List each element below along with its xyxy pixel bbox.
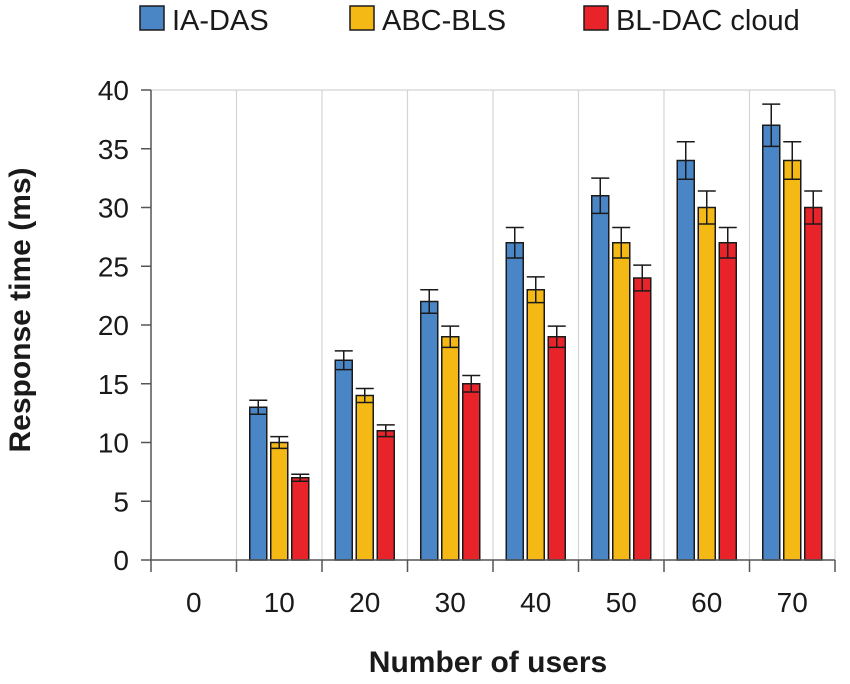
error-bar-ia-das-40	[505, 226, 524, 259]
error-bar-abc-bls-30	[441, 325, 460, 349]
legend-label-ia-das: IA-DAS	[172, 5, 269, 37]
y-tick-label-10: 10	[98, 428, 129, 459]
legend-swatch-abc-bls	[349, 5, 375, 31]
y-tick-labels: 0 5 10 15 20 25 30 35 40	[98, 75, 129, 576]
bar-ia-das-70	[762, 124, 781, 561]
y-tick-label-20: 20	[98, 310, 129, 341]
y-axis-title: Response time (ms)	[4, 167, 37, 452]
x-tick-label-20: 20	[349, 587, 380, 618]
error-bar-ia-das-30	[420, 289, 439, 314]
error-bar-abc-bls-60	[697, 190, 716, 225]
y-tick-label-35: 35	[98, 134, 129, 165]
x-tick-label-50: 50	[606, 587, 637, 618]
error-bar-bl-dac-cloud-20	[376, 424, 395, 438]
error-bar-bl-dac-cloud-70	[804, 190, 823, 225]
error-bar-bl-dac-cloud-50	[633, 264, 652, 292]
bar-abc-bls-20	[355, 394, 374, 561]
error-bar-ia-das-60	[676, 140, 695, 181]
error-bar-abc-bls-50	[612, 226, 631, 259]
y-tick-label-25: 25	[98, 251, 129, 282]
y-tick-label-40: 40	[98, 75, 129, 106]
error-bar-ia-das-20	[334, 350, 353, 371]
bar-bl-dac-cloud-10	[291, 477, 310, 561]
x-tick-label-40: 40	[520, 587, 551, 618]
bar-ia-das-20	[334, 359, 353, 561]
bar-ia-das-30	[420, 300, 439, 561]
error-bar-abc-bls-10	[270, 435, 289, 450]
bar-abc-bls-40	[526, 289, 545, 561]
x-tick-label-30: 30	[435, 587, 466, 618]
y-tick-label-5: 5	[113, 486, 129, 517]
bar-ia-das-50	[591, 195, 610, 561]
x-axis-title: Number of users	[369, 646, 607, 679]
bar-ia-das-10	[249, 406, 268, 561]
error-bar-bl-dac-cloud-10	[291, 473, 310, 483]
gridlines	[151, 89, 836, 560]
bar-bl-dac-cloud-50	[633, 277, 652, 561]
bar-bl-dac-cloud-20	[376, 430, 395, 561]
legend-swatch-ia-das	[139, 5, 165, 31]
bars	[249, 103, 823, 561]
x-tick-label-10: 10	[264, 587, 295, 618]
error-bar-abc-bls-20	[355, 387, 374, 404]
error-bar-abc-bls-40	[526, 276, 545, 304]
bar-bl-dac-cloud-30	[462, 383, 481, 561]
axes	[141, 89, 836, 572]
bar-abc-bls-10	[270, 441, 289, 561]
error-bar-abc-bls-70	[783, 140, 802, 181]
x-tick-label-60: 60	[691, 587, 722, 618]
error-bar-ia-das-10	[249, 399, 268, 416]
error-bar-bl-dac-cloud-40	[547, 325, 566, 349]
x-tick-label-70: 70	[777, 587, 808, 618]
bar-abc-bls-50	[612, 242, 631, 561]
bar-bl-dac-cloud-60	[718, 242, 737, 561]
legend-label-abc-bls: ABC-BLS	[382, 5, 506, 37]
x-tick-label-0: 0	[186, 587, 202, 618]
legend-label-bl-dac-cloud: BL-DAC cloud	[616, 5, 800, 37]
bar-abc-bls-60	[697, 206, 716, 561]
bar-abc-bls-70	[783, 159, 802, 561]
y-tick-label-30: 30	[98, 193, 129, 224]
bar-bl-dac-cloud-70	[804, 206, 823, 561]
y-tick-label-15: 15	[98, 369, 129, 400]
x-tick-labels: 0 10 20 30 40 50 60 70	[186, 587, 808, 618]
y-tick-label-0: 0	[113, 545, 129, 576]
bar-abc-bls-30	[441, 336, 460, 561]
legend: IA-DAS ABC-BLS BL-DAC cloud	[139, 5, 800, 37]
bar-ia-das-40	[505, 242, 524, 561]
error-bar-ia-das-50	[591, 177, 610, 215]
error-bar-ia-das-70	[762, 103, 781, 148]
legend-swatch-bl-dac-cloud	[583, 5, 609, 31]
bar-bl-dac-cloud-40	[547, 336, 566, 561]
error-bar-bl-dac-cloud-30	[462, 374, 481, 393]
error-bar-bl-dac-cloud-60	[718, 226, 737, 259]
bar-ia-das-60	[676, 159, 695, 561]
